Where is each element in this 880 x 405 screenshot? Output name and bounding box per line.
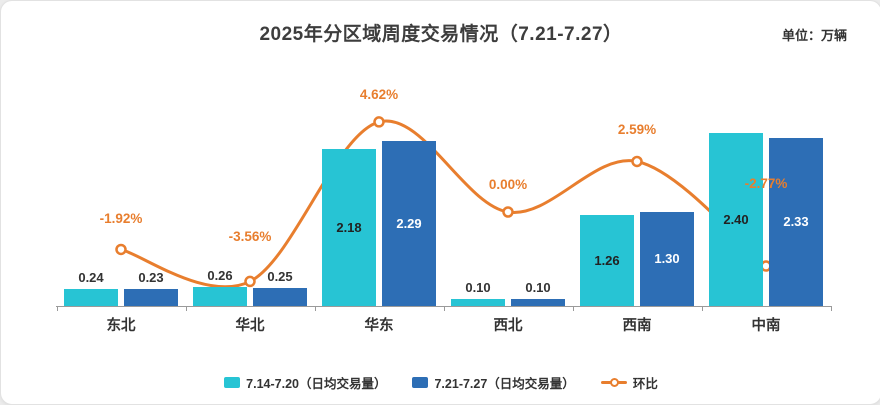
line-point-marker-icon xyxy=(631,155,643,168)
bar[interactable] xyxy=(511,299,565,306)
legend-label-week1: 7.14-7.20（日均交易量） xyxy=(246,377,387,391)
x-axis-label: 西北 xyxy=(493,318,523,334)
bar-value-label: 0.24 xyxy=(78,270,104,285)
bar-value-label: 2.33 xyxy=(783,214,809,229)
legend-item-week1[interactable]: 7.14-7.20（日均交易量） xyxy=(224,373,386,392)
bar[interactable] xyxy=(640,212,694,306)
x-axis-tick xyxy=(701,306,703,311)
bar-value-label: 0.10 xyxy=(465,280,491,295)
line-point-marker-icon xyxy=(115,243,127,256)
bar-value-label: 2.18 xyxy=(336,219,362,235)
x-axis-tick xyxy=(185,306,187,311)
x-axis-tick xyxy=(314,306,316,311)
bar[interactable] xyxy=(193,287,247,306)
line-point-marker-icon xyxy=(373,116,385,128)
ratio-pct-label: -1.92% xyxy=(99,211,143,227)
chart-title: 2025年分区域周度交易情况（7.21-7.27） xyxy=(259,24,623,45)
x-axis-label: 东北 xyxy=(106,318,136,334)
bar[interactable] xyxy=(64,289,118,306)
legend-item-ratio[interactable]: 环比 xyxy=(600,373,658,392)
x-axis-tick xyxy=(572,306,574,311)
bar-value-label: 1.26 xyxy=(594,252,620,268)
x-axis-label: 中南 xyxy=(751,318,781,334)
bar-value-label: 0.26 xyxy=(207,268,233,283)
bar[interactable] xyxy=(709,133,763,306)
legend-item-week2[interactable]: 7.21-7.27（日均交易量） xyxy=(412,373,575,392)
ratio-pct-label: 0.00% xyxy=(488,177,528,192)
legend-swatch-cyan-icon xyxy=(224,377,241,388)
ratio-pct-label: 4.62% xyxy=(359,86,399,102)
bar[interactable] xyxy=(451,299,505,306)
legend-swatch-blue-icon xyxy=(412,377,429,388)
legend: 7.14-7.20（日均交易量） 7.21-7.27（日均交易量） 环比 xyxy=(1,373,880,392)
x-axis-tick xyxy=(443,306,445,311)
bar[interactable] xyxy=(769,138,823,306)
bar[interactable] xyxy=(253,288,307,306)
legend-label-ratio: 环比 xyxy=(632,377,658,391)
legend-label-week2: 7.21-7.27（日均交易量） xyxy=(434,377,575,391)
line-point-marker-icon xyxy=(502,206,514,218)
bar-value-label: 0.23 xyxy=(138,270,164,285)
x-axis-label: 华东 xyxy=(364,318,394,334)
ratio-pct-label: 2.59% xyxy=(617,122,657,138)
bar-value-label: 2.40 xyxy=(723,211,749,227)
bar-value-label: 1.30 xyxy=(654,251,680,266)
ratio-pct-label: -2.77% xyxy=(744,176,788,191)
bar-value-label: 0.25 xyxy=(267,269,293,284)
ratio-pct-label: -3.56% xyxy=(228,229,272,245)
bar[interactable] xyxy=(580,215,634,306)
x-axis-tick xyxy=(56,306,58,311)
legend-line-marker-icon xyxy=(600,377,627,388)
bar[interactable] xyxy=(322,149,376,306)
unit-label: 单位：万辆 xyxy=(781,28,847,43)
x-axis-tick xyxy=(830,306,832,311)
bar-value-label: 0.10 xyxy=(525,280,551,295)
x-axis-label: 华北 xyxy=(235,318,265,334)
bar[interactable] xyxy=(382,141,436,306)
bar[interactable] xyxy=(124,289,178,306)
bar-value-label: 2.29 xyxy=(396,215,422,231)
x-axis-label: 西南 xyxy=(622,318,652,334)
